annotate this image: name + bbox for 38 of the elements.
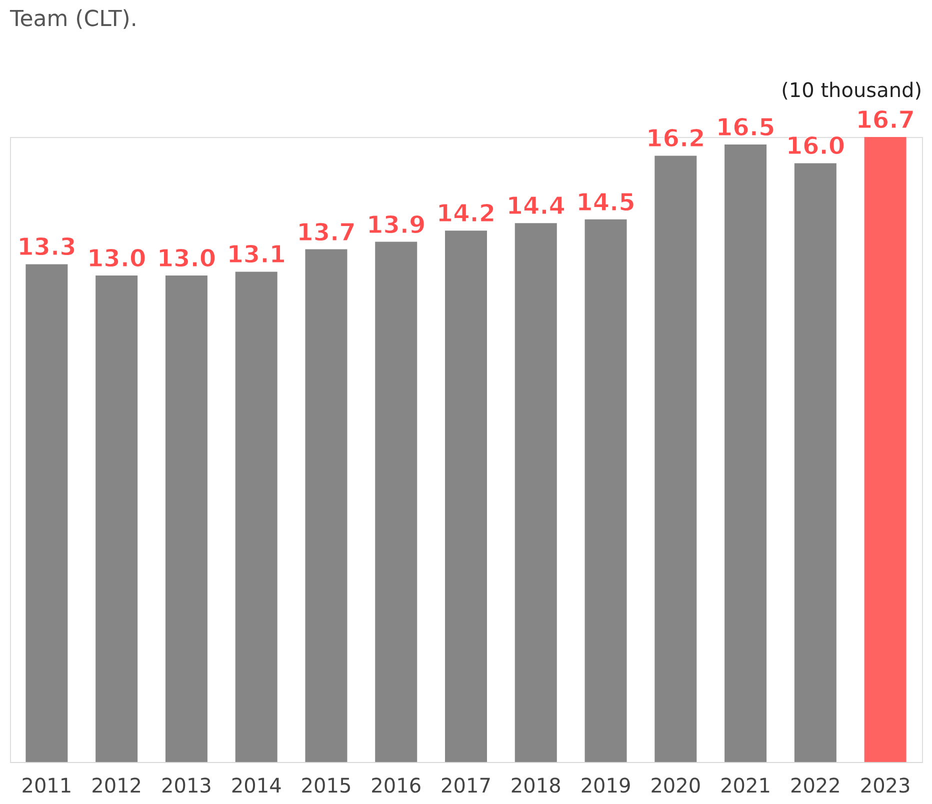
- x-tick-label: 2014: [230, 774, 282, 798]
- data-label: 13.7: [296, 218, 356, 246]
- bar: [724, 144, 767, 762]
- bar: [96, 275, 138, 762]
- x-tick-label: 2011: [21, 774, 72, 798]
- bar: [794, 163, 836, 762]
- data-label: 13.0: [156, 244, 216, 272]
- bar: [26, 264, 68, 762]
- x-tick-label: 2019: [580, 774, 632, 798]
- bar: [305, 249, 348, 762]
- data-label: 13.9: [366, 210, 426, 239]
- x-tick-label: 2022: [790, 774, 841, 798]
- x-tick-label: 2017: [440, 774, 492, 798]
- data-label: 16.5: [716, 113, 776, 142]
- x-tick-label: 2023: [860, 774, 911, 798]
- bar: [165, 275, 208, 762]
- data-label: 16.2: [646, 124, 706, 153]
- x-tick-label: 2013: [161, 774, 212, 798]
- data-label: 16.0: [786, 132, 846, 160]
- x-tick-label: 2018: [510, 774, 562, 798]
- bar: [445, 230, 487, 762]
- x-tick-label: 2015: [300, 774, 352, 798]
- bar: [584, 219, 627, 762]
- text: (10 thousand): [781, 78, 922, 102]
- text: Team (CLT).: [9, 7, 138, 32]
- bar: [375, 242, 418, 762]
- bar: [235, 272, 278, 762]
- x-tick-label: 2021: [720, 774, 771, 798]
- bar: [864, 137, 906, 762]
- data-label: 13.3: [17, 233, 76, 262]
- data-label: 14.2: [436, 200, 496, 228]
- data-label: 14.5: [576, 188, 636, 216]
- bar: [654, 156, 697, 762]
- x-tick-label: 2012: [91, 774, 142, 798]
- x-tick-label: 2016: [370, 774, 422, 798]
- x-tick-label: 2020: [650, 774, 702, 798]
- data-label: 13.0: [86, 244, 146, 272]
- bar: [514, 223, 557, 762]
